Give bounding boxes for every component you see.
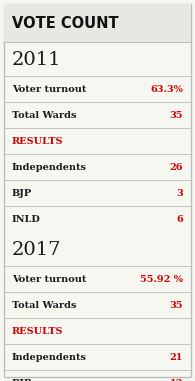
Text: 6: 6 [176,215,183,224]
Text: Voter turnout: Voter turnout [12,85,86,93]
Text: Total Wards: Total Wards [12,301,76,309]
Text: RESULTS: RESULTS [12,327,64,336]
Text: 21: 21 [170,352,183,362]
Text: 2011: 2011 [12,51,61,69]
Text: 63.3%: 63.3% [150,85,183,93]
Text: 13: 13 [170,378,183,381]
Text: INLD: INLD [12,215,41,224]
Text: 2017: 2017 [12,241,61,259]
Text: Voter turnout: Voter turnout [12,274,86,283]
Text: BJP: BJP [12,378,32,381]
Text: 55.92 %: 55.92 % [140,274,183,283]
Text: Total Wards: Total Wards [12,110,76,120]
Text: 26: 26 [169,163,183,171]
Text: BJP: BJP [12,189,32,197]
Text: Independents: Independents [12,352,87,362]
Text: 3: 3 [176,189,183,197]
Text: Independents: Independents [12,163,87,171]
Bar [4,4,191,42]
Text: 35: 35 [169,110,183,120]
Text: VOTE COUNT: VOTE COUNT [12,16,119,30]
Text: 35: 35 [169,301,183,309]
Text: RESULTS: RESULTS [12,136,64,146]
